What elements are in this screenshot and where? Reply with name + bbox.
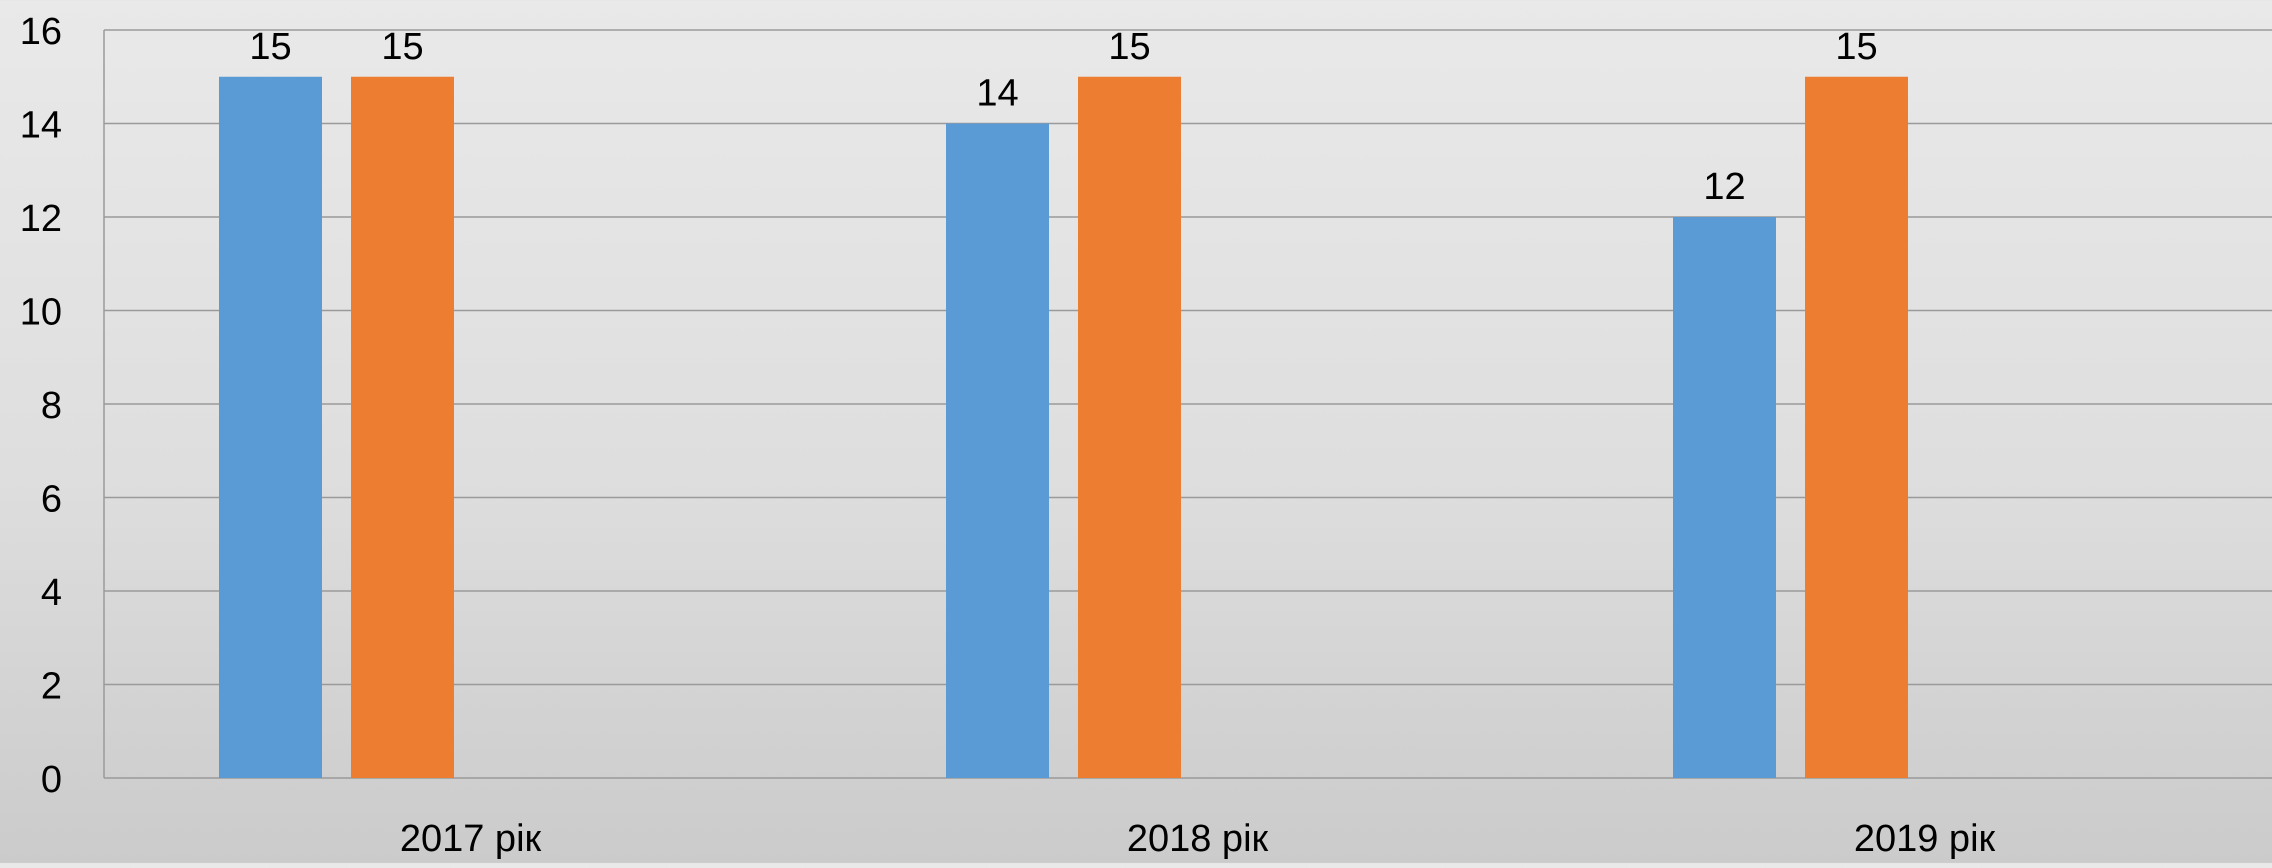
y-tick-label: 16 [20, 11, 62, 53]
bar [1078, 76, 1181, 778]
y-axis: 0 2 4 6 8 10 12 14 16 [20, 11, 105, 801]
bar [1673, 217, 1776, 778]
y-tick-label: 10 [20, 292, 62, 334]
data-label: 15 [381, 26, 423, 68]
y-tick-label: 0 [41, 759, 62, 801]
y-tick-label: 4 [41, 572, 62, 614]
bar [219, 76, 322, 778]
x-tick-label: 2018 рік [1127, 818, 1269, 860]
bars [219, 76, 1908, 778]
bar [351, 76, 454, 778]
y-tick-label: 8 [41, 385, 62, 427]
y-tick-label: 6 [41, 479, 62, 521]
y-tick-label: 12 [20, 198, 62, 240]
data-label: 12 [1703, 166, 1745, 208]
gridlines [104, 29, 2272, 779]
data-label: 15 [1108, 26, 1150, 68]
data-label: 15 [1835, 26, 1877, 68]
data-label: 15 [249, 26, 291, 68]
data-labels: 15 15 14 15 12 15 [249, 26, 1877, 208]
y-tick-label: 2 [41, 666, 62, 708]
x-axis: 2017 рік 2018 рік 2019 рік [400, 818, 1996, 860]
x-tick-label: 2019 рік [1854, 818, 1996, 860]
bar [1805, 76, 1908, 778]
y-tick-label: 14 [20, 105, 62, 147]
x-tick-label: 2017 рік [400, 818, 542, 860]
data-label: 14 [976, 73, 1018, 115]
bar [946, 123, 1049, 778]
